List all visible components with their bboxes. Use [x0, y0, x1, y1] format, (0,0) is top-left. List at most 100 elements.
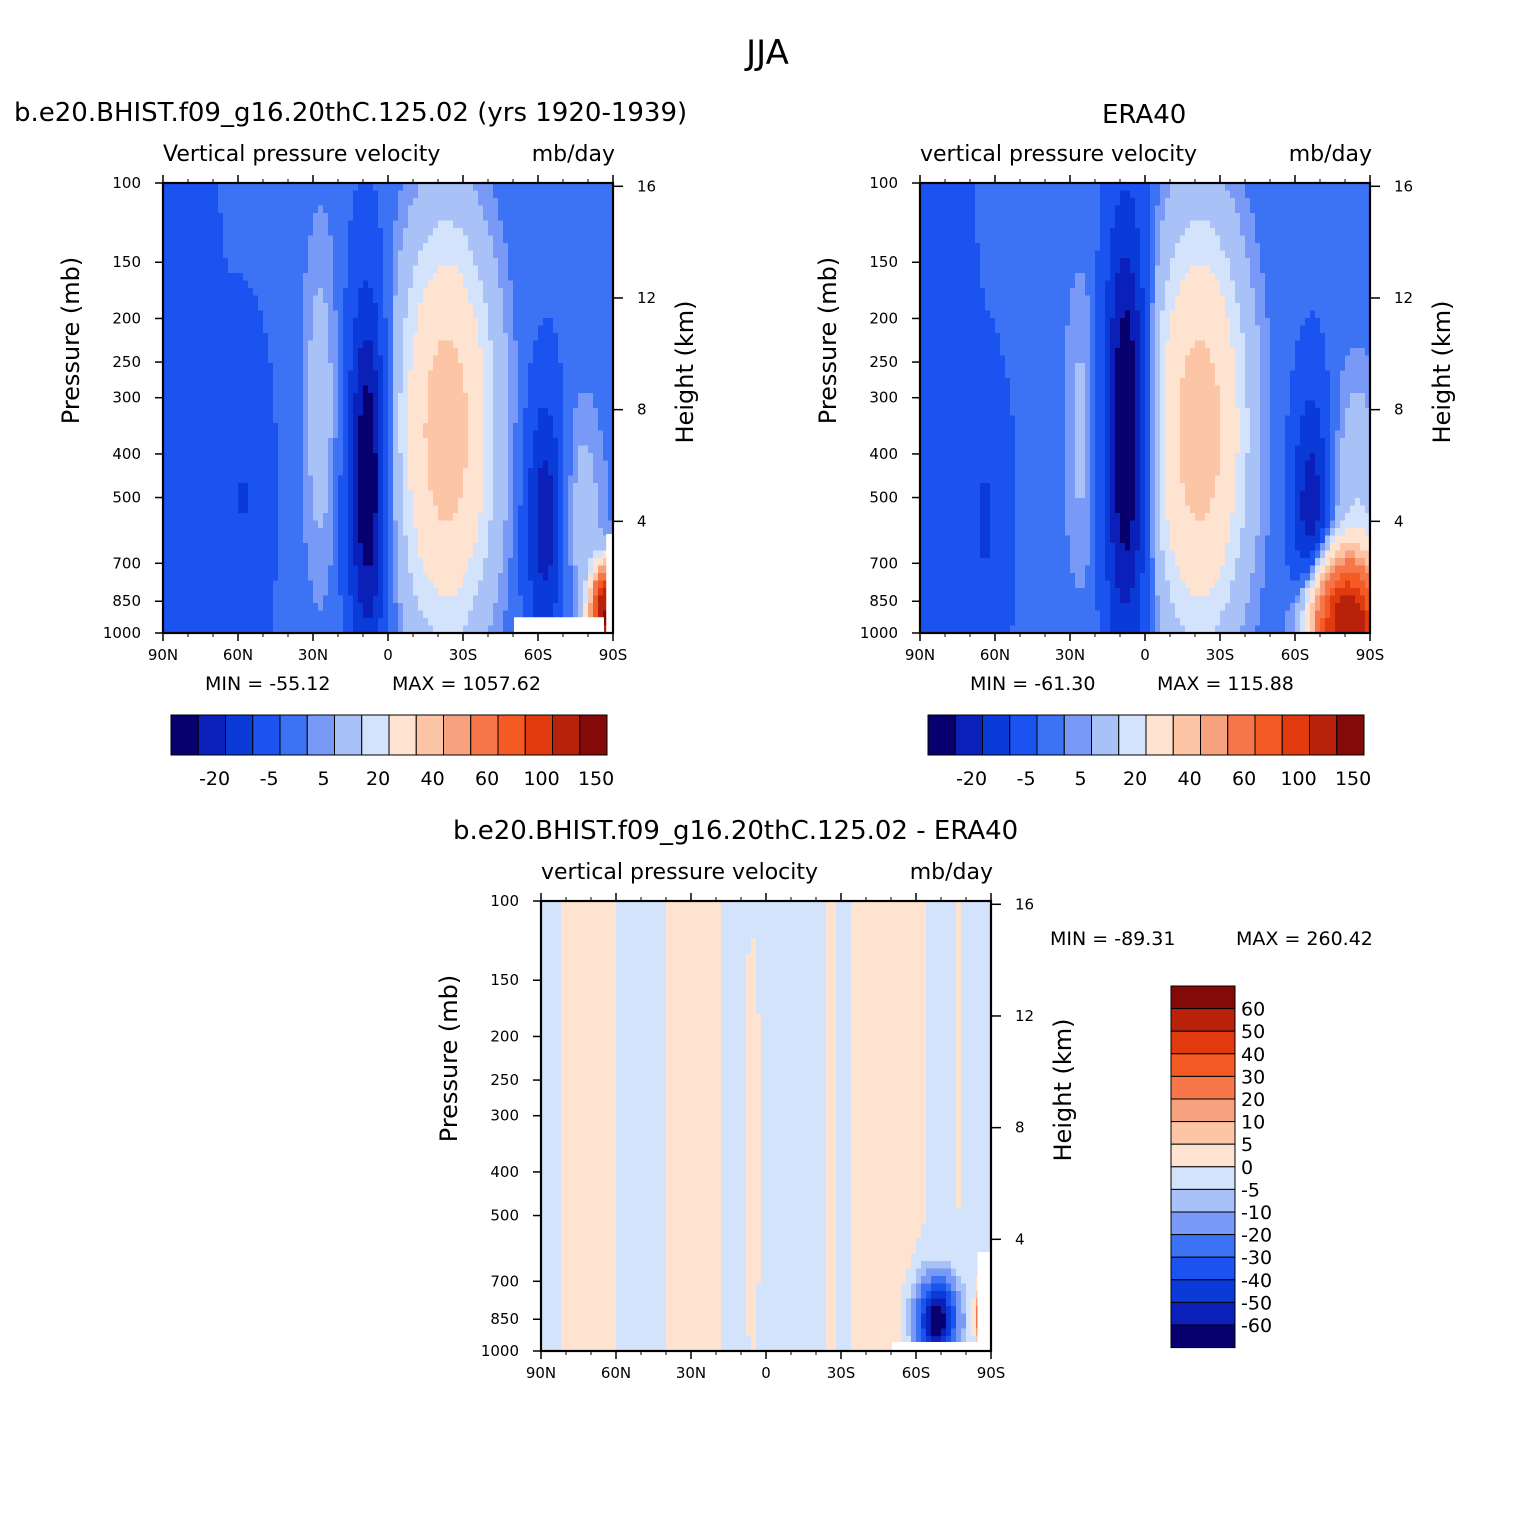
cbar1-label: 20 [366, 768, 390, 790]
panel1-ytick-label: 850 [112, 592, 141, 610]
panel1-xtick-label: 90S [599, 646, 628, 664]
panel1-ytick-label: 300 [112, 389, 141, 407]
panel2-max-label: MAX = 115.88 [1157, 673, 1294, 695]
cbar2-swatch [1254, 714, 1283, 756]
cbar3-label: 5 [1241, 1134, 1253, 1156]
panel3-ytick-label: 1000 [481, 1342, 519, 1360]
panel3-ytick-label: 150 [490, 971, 519, 989]
panel2-right-subtitle: mb/day [1288, 142, 1372, 167]
panel1-max-label: MAX = 1057.62 [392, 673, 541, 695]
cbar2-label: 20 [1123, 768, 1147, 790]
cbar3-swatch [1170, 1075, 1236, 1100]
panel3-field [541, 901, 992, 1352]
panel3-ylabel: Pressure (mb) [435, 975, 463, 1142]
cbar3-swatch [1170, 1188, 1236, 1213]
cbar1-swatch [443, 714, 472, 756]
cbar2-swatch [1200, 714, 1229, 756]
cbar2-label: -20 [956, 768, 987, 790]
panel2-ytick-right-label: 4 [1394, 512, 1404, 530]
panel3-title: b.e20.BHIST.f09_g16.20thC.125.02 - ERA40 [453, 816, 1019, 846]
cbar3-label: 0 [1241, 1157, 1253, 1179]
cbar2-svg: -20 -5 5 20 40 60 100 150 [927, 714, 1371, 790]
cbar1-swatch [306, 714, 335, 756]
panel1-ytick-label: 1000 [103, 624, 141, 642]
panel2-ytick-label: 200 [869, 309, 898, 327]
cbar1-swatch [170, 714, 199, 756]
panel3-right-subtitle: mb/day [909, 860, 993, 885]
panel3-ytick-label: 500 [490, 1207, 519, 1225]
cbar1-swatch [524, 714, 553, 756]
panel3-ytick-label: 300 [490, 1107, 519, 1125]
cbar1-swatch [470, 714, 499, 756]
cbar3-label: 50 [1241, 1021, 1265, 1043]
panel1-xtick-label: 0 [383, 646, 393, 664]
cbar3-label: 10 [1241, 1112, 1265, 1134]
cbar3-swatch [1170, 1256, 1236, 1281]
panel3-ylabel-right: Height (km) [1049, 1019, 1077, 1162]
panel2-ytick-label: 700 [869, 554, 898, 572]
cbar3-swatch [1170, 1234, 1236, 1258]
cbar2-swatch [1227, 714, 1256, 756]
panel1-ytick-label: 500 [112, 489, 141, 507]
panel2-xtick-label: 60N [980, 646, 1010, 664]
panel1-xtick-label: 90N [148, 646, 178, 664]
cbar1-label: 150 [578, 768, 614, 790]
panel1-colorbar: -20 -5 5 20 40 60 100 150 [169, 713, 625, 797]
panel2-ytick-label: 850 [869, 592, 898, 610]
panel3-ytick-right-label: 4 [1015, 1230, 1025, 1248]
panel2-ytick-label: 400 [869, 445, 898, 463]
cbar3-swatch [1170, 1166, 1236, 1190]
cbar2-swatch [1036, 714, 1065, 756]
cbar3-label: -20 [1241, 1225, 1272, 1247]
cbar2-swatch [1336, 714, 1365, 756]
cbar3-label: 40 [1241, 1044, 1265, 1066]
panel3-ytick-label: 850 [490, 1310, 519, 1328]
panel2-min-label: MIN = -61.30 [970, 673, 1096, 695]
panel3-xtick-label: 90N [526, 1364, 556, 1382]
cbar1-swatch [197, 714, 226, 756]
cbar2-swatch [1118, 714, 1147, 756]
panel3-min-label: MIN = -89.31 [1050, 928, 1176, 950]
panel3-xtick-label: 60N [601, 1364, 631, 1382]
panel1-left-subtitle: Vertical pressure velocity [163, 142, 441, 167]
cbar2-label: 40 [1178, 768, 1202, 790]
cbar2-swatch [1281, 714, 1310, 756]
cbar3-label: -50 [1241, 1292, 1272, 1314]
figure-title: JJA [746, 33, 789, 73]
panel2-xtick-label: 90N [905, 646, 935, 664]
panel1-ytick-label: 100 [112, 174, 141, 192]
cbar1-swatch [415, 714, 444, 756]
panel1-ytick-label: 250 [112, 353, 141, 371]
panel1-xtick-label: 60S [524, 646, 553, 664]
cbar2-label: 60 [1232, 768, 1256, 790]
cbar1-swatch [552, 714, 581, 756]
cbar2-swatch [982, 714, 1011, 756]
panel1-field [163, 183, 614, 634]
cbar1-swatch [252, 714, 281, 756]
cbar3-swatch [1170, 1053, 1236, 1077]
panel2-left-subtitle: vertical pressure velocity [920, 142, 1198, 167]
panel3-xtick-label: 60S [902, 1364, 931, 1382]
panel1-right-subtitle: mb/day [531, 142, 615, 167]
cbar1-swatch [361, 714, 390, 756]
panel1-missing-mask-2 [606, 534, 613, 633]
cbar1-svg: -20 -5 5 20 40 60 100 150 [170, 714, 614, 790]
cbar3-swatch [1170, 1098, 1236, 1123]
panel3-missing-mask [892, 1342, 982, 1351]
panel1-xtick-label: 30N [298, 646, 328, 664]
cbar1-label: 100 [523, 768, 559, 790]
cbar3-label: -10 [1241, 1202, 1272, 1224]
cbar1-swatch [225, 714, 254, 756]
cbar3-label: -40 [1241, 1270, 1272, 1292]
panel2-ylabel-right: Height (km) [1428, 301, 1456, 444]
panel2-xtick-label: 0 [1140, 646, 1150, 664]
panel3-svg: 90N 60N 30N 0 30S 60S 90S 100 150 200 250 300 400 500… [435, 892, 1077, 1382]
panel3-ytick-label: 200 [490, 1027, 519, 1045]
cbar1-swatch [579, 714, 608, 756]
panel2-ytick-label: 1000 [860, 624, 898, 642]
panel1-min-label: MIN = -55.12 [205, 673, 331, 695]
panel3-ytick-right-label: 12 [1015, 1007, 1034, 1025]
cbar1-label: 5 [318, 768, 330, 790]
cbar2-label: 100 [1280, 768, 1316, 790]
cbar3-swatch [1170, 1008, 1236, 1032]
